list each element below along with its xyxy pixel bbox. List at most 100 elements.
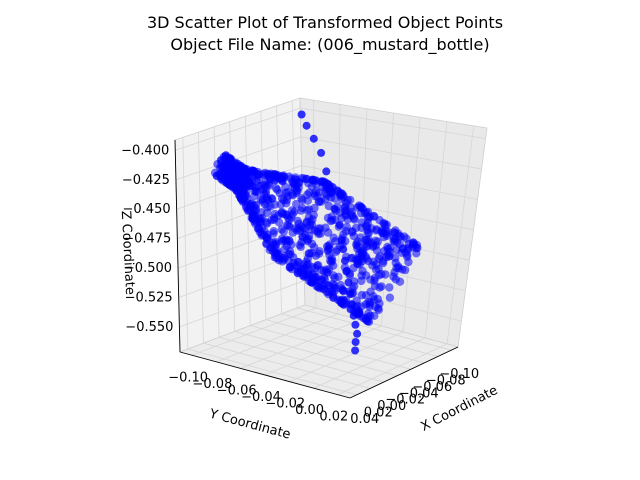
- scatter-point: [369, 292, 378, 301]
- scatter-point: [409, 238, 418, 247]
- x-grid-line: [229, 121, 398, 377]
- scatter-point: [357, 290, 366, 300]
- scatter-point: [285, 247, 295, 256]
- scatter-point: [334, 272, 343, 282]
- scatter-point: [314, 188, 324, 197]
- scatter-point: [256, 214, 265, 223]
- z-tick-label: −0.450: [123, 202, 171, 217]
- y-axis-line: [179, 351, 351, 399]
- scatter-point: [380, 246, 389, 256]
- scatter-point: [322, 183, 332, 192]
- chart-subtitle: Object File Name: (006_mustard_bottle): [170, 35, 489, 55]
- y-tick-label: 0.02: [319, 410, 348, 425]
- x-grid-line: [213, 126, 384, 383]
- y-grid-line: [289, 117, 421, 382]
- scatter-point: [279, 255, 288, 264]
- scatter-point: [322, 167, 331, 176]
- scatter-point: [242, 203, 251, 213]
- z-tick-label: −0.525: [125, 291, 173, 306]
- scatter-point: [379, 232, 388, 242]
- scatter-point: [334, 222, 344, 231]
- scatter-point: [307, 278, 317, 287]
- y-tick-label: −0.10: [168, 370, 208, 385]
- scatter-point: [341, 236, 350, 246]
- z-axis-line: [174, 139, 181, 353]
- x-tick-label: −0.04: [399, 386, 439, 401]
- scatter-point: [244, 181, 254, 191]
- z-grid-line: [178, 251, 466, 298]
- scatter-point: [361, 221, 371, 230]
- scatter-point: [324, 228, 333, 237]
- scatter-point: [269, 227, 278, 236]
- scatter-point: [292, 199, 301, 209]
- scatter-point: [402, 234, 411, 243]
- scatter-point: [323, 268, 332, 277]
- y-tick-label: −0.08: [193, 377, 233, 392]
- scatter-point: [353, 329, 362, 338]
- x-tick-label: −0.06: [412, 380, 452, 395]
- x-tick-label: 0.00: [377, 399, 406, 414]
- scatter-point: [284, 236, 294, 245]
- y-grid-line: [216, 104, 341, 363]
- scatter-point: [389, 272, 398, 281]
- scatter-point: [315, 247, 324, 256]
- scatter-point: [248, 209, 257, 218]
- x-tick-label: 0.04: [350, 412, 379, 427]
- x-grid-line: [182, 137, 357, 396]
- scatter-point: [285, 172, 294, 181]
- scatter-point: [338, 286, 348, 295]
- scatter-point: [282, 196, 291, 205]
- x-grid-line: [198, 132, 371, 389]
- scatter-point: [355, 249, 364, 258]
- scatter-point: [349, 277, 359, 286]
- y-grid-line: [337, 125, 475, 396]
- scatter-point: [390, 237, 399, 246]
- y-tick-label: −0.04: [241, 390, 281, 405]
- z-tick-labels: −0.400 −0.425 −0.450 −0.475 −0.500 −0.525 −0.5…: [121, 143, 173, 335]
- scatter-point: [348, 288, 358, 298]
- data-points: [210, 110, 422, 355]
- scatter-point: [242, 165, 251, 174]
- scatter-point: [236, 194, 246, 203]
- z-tick-label: −0.400: [121, 143, 169, 158]
- scatter-point: [266, 243, 275, 252]
- y-tick-label: 0.00: [295, 403, 324, 418]
- scatter-point: [286, 213, 296, 222]
- scatter-point: [346, 305, 355, 314]
- scatter-point: [297, 110, 306, 119]
- scatter-point: [297, 194, 306, 203]
- y-grid-line: [313, 121, 448, 389]
- y-tick-labels: −0.10−0.08−0.06−0.04−0.020.000.02: [168, 370, 348, 424]
- scatter-point: [341, 202, 350, 211]
- scatter-point: [294, 258, 303, 267]
- y-grid-line: [264, 112, 394, 376]
- scatter-point: [347, 208, 356, 217]
- scatter-point: [362, 235, 371, 245]
- x-tick-label: −0.10: [439, 367, 479, 382]
- scatter-point: [361, 300, 371, 309]
- scatter-point: [298, 233, 308, 242]
- scatter-point: [349, 231, 359, 241]
- scatter-point: [392, 245, 401, 255]
- scatter-point: [257, 208, 266, 217]
- x-tick-label: −0.08: [426, 374, 466, 389]
- scatter-point: [287, 206, 297, 215]
- scatter-point: [264, 195, 273, 205]
- scatter-point: [370, 281, 380, 291]
- scatter-point: [372, 246, 382, 255]
- y-tick-label: −0.02: [265, 397, 305, 412]
- scatter-point: [305, 188, 314, 197]
- scatter-point: [302, 218, 311, 227]
- scatter-point: [327, 212, 336, 221]
- z-grid-line: [175, 107, 486, 151]
- scatter-point: [292, 185, 302, 195]
- scatter-point: [352, 296, 361, 305]
- scatter-point: [342, 222, 351, 232]
- scatter-point: [390, 229, 400, 238]
- scatter-point: [361, 271, 371, 280]
- scatter-point: [317, 148, 326, 157]
- scatter-point: [269, 215, 279, 224]
- scatter-point: [254, 224, 264, 233]
- scatter-point: [263, 233, 272, 242]
- scatter-point: [324, 201, 333, 211]
